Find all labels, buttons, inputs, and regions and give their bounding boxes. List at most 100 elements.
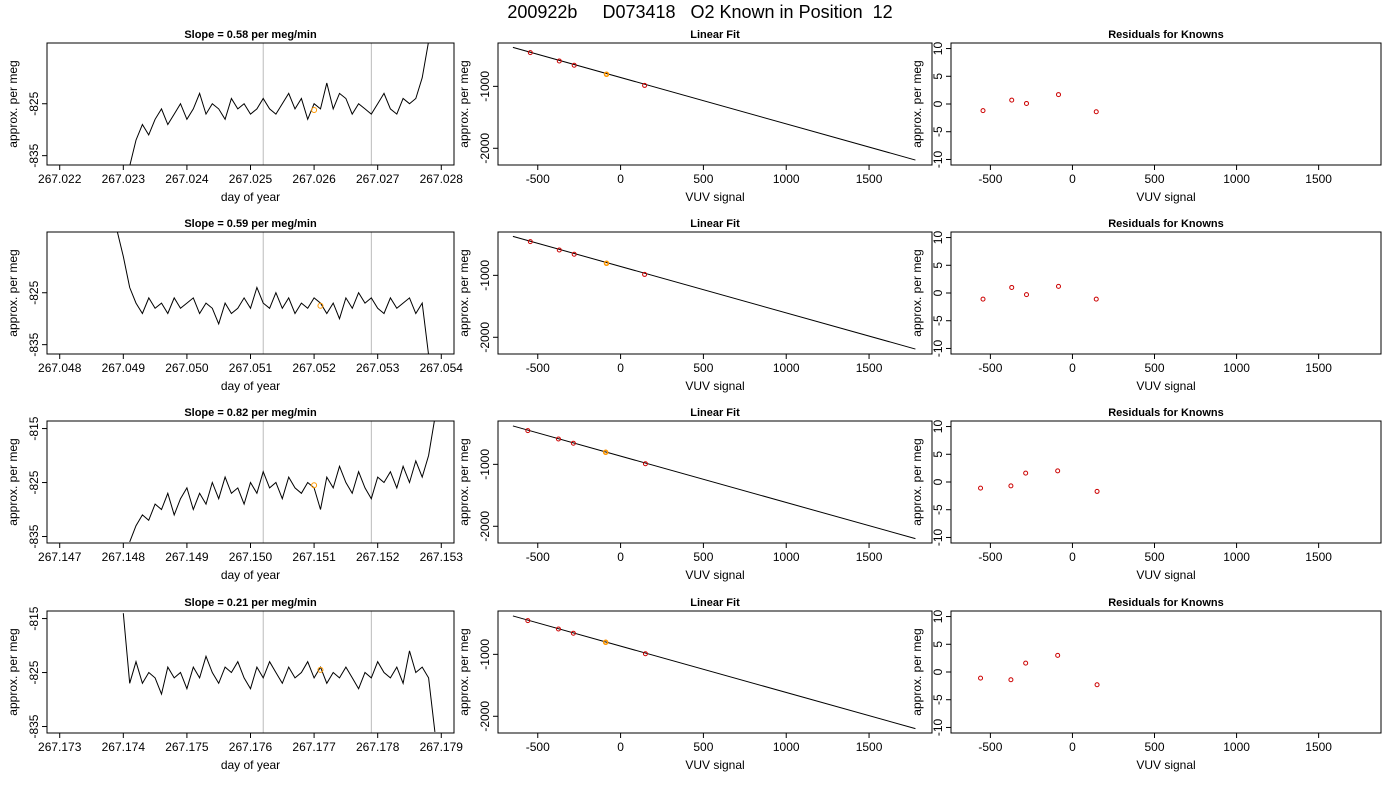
y-tick-label: -10 bbox=[931, 339, 945, 357]
plot-frame bbox=[950, 42, 1382, 166]
fit-line bbox=[512, 46, 916, 161]
y-tick-label: 5 bbox=[931, 262, 945, 269]
x-tick-label: 0 bbox=[617, 361, 624, 375]
residual-point bbox=[1056, 283, 1061, 289]
x-tick-label: 267.048 bbox=[38, 361, 82, 375]
x-tick-label: -500 bbox=[978, 172, 1002, 186]
y-tick-label: 5 bbox=[931, 641, 945, 648]
x-tick-label: 267.177 bbox=[292, 740, 336, 754]
x-tick-label: 500 bbox=[1144, 361, 1164, 375]
highlight-point bbox=[317, 302, 324, 309]
plot-frame bbox=[497, 231, 933, 355]
y-tick-label: -5 bbox=[931, 126, 945, 137]
plot-area bbox=[978, 652, 1100, 688]
known-point bbox=[570, 440, 576, 446]
x-tick-label: 267.025 bbox=[229, 172, 273, 186]
y-tick-label: -2000 bbox=[478, 701, 492, 732]
y-axis-label: approx. per meg bbox=[910, 60, 924, 147]
known-point bbox=[642, 651, 648, 657]
x-tick-label: 1000 bbox=[773, 550, 800, 564]
residual-point bbox=[1055, 652, 1061, 658]
x-tick-label: 267.024 bbox=[165, 172, 209, 186]
x-tick-label: 500 bbox=[1144, 172, 1164, 186]
x-tick-label: 500 bbox=[1144, 550, 1164, 564]
y-axis-label: approx. per meg bbox=[910, 438, 924, 525]
residual-point bbox=[1008, 483, 1014, 489]
x-tick-label: 1500 bbox=[856, 172, 883, 186]
signal-line bbox=[116, 232, 429, 354]
x-tick-label: 267.148 bbox=[102, 550, 146, 564]
y-tick-label: -835 bbox=[27, 714, 41, 738]
x-tick-label: 267.179 bbox=[420, 740, 464, 754]
plot-area bbox=[512, 425, 916, 540]
x-axis-label: VUV signal bbox=[1136, 190, 1195, 204]
y-tick-label: -835 bbox=[27, 524, 41, 548]
y-axis-label: approx. per meg bbox=[910, 628, 924, 715]
residual-point bbox=[1093, 109, 1099, 115]
plot-area bbox=[978, 468, 1100, 494]
x-tick-label: 1500 bbox=[1305, 172, 1332, 186]
known-point bbox=[556, 247, 562, 253]
plot-frame bbox=[46, 42, 455, 166]
panel-title: Residuals for Knowns bbox=[1108, 218, 1224, 230]
residual-point bbox=[1056, 92, 1061, 98]
y-tick-label: 0 bbox=[931, 100, 945, 107]
plot-frame bbox=[950, 420, 1382, 544]
panel-title: Linear Fit bbox=[690, 218, 740, 230]
highlight-point bbox=[311, 106, 318, 113]
y-tick-label: -835 bbox=[27, 143, 41, 167]
known-point bbox=[642, 461, 648, 467]
x-tick-label: 0 bbox=[1069, 550, 1076, 564]
x-tick-label: 267.022 bbox=[38, 172, 82, 186]
y-tick-label: 10 bbox=[931, 610, 945, 624]
x-axis-label: day of year bbox=[221, 379, 280, 393]
x-tick-label: -500 bbox=[978, 361, 1002, 375]
y-tick-label: -825 bbox=[27, 660, 41, 684]
residual-point bbox=[1093, 296, 1099, 302]
x-tick-label: 267.176 bbox=[229, 740, 273, 754]
y-axis-label: approx. per meg bbox=[457, 628, 471, 715]
known-point bbox=[642, 82, 648, 88]
panel-title: Residuals for Knowns bbox=[1108, 29, 1224, 41]
plot-frame bbox=[46, 420, 455, 544]
y-tick-label: -2000 bbox=[478, 511, 492, 542]
y-axis-label: approx. per meg bbox=[6, 438, 20, 525]
plot-frame bbox=[497, 610, 933, 734]
highlight-point bbox=[603, 260, 610, 267]
x-tick-label: -500 bbox=[978, 550, 1002, 564]
fit-line bbox=[512, 235, 916, 350]
y-tick-label: -5 bbox=[931, 694, 945, 705]
panel-4-2: Linear Fit VUV signal approx. per meg -500 0… bbox=[457, 597, 933, 772]
x-tick-label: 267.152 bbox=[356, 550, 400, 564]
x-tick-label: 500 bbox=[693, 740, 713, 754]
x-tick-label: 267.052 bbox=[292, 361, 336, 375]
plot-frame bbox=[497, 420, 933, 544]
y-axis-label: approx. per meg bbox=[910, 249, 924, 336]
x-tick-label: 267.051 bbox=[229, 361, 273, 375]
x-tick-label: 1500 bbox=[856, 550, 883, 564]
y-tick-label: -2000 bbox=[478, 322, 492, 353]
signal-line bbox=[129, 43, 429, 165]
y-axis-label: approx. per meg bbox=[457, 438, 471, 525]
x-tick-label: 500 bbox=[1144, 740, 1164, 754]
x-tick-label: 0 bbox=[617, 550, 624, 564]
y-tick-label: 5 bbox=[931, 73, 945, 80]
plot-area bbox=[980, 283, 1099, 302]
plot-area bbox=[116, 232, 429, 354]
x-tick-label: 1500 bbox=[1305, 361, 1332, 375]
y-tick-label: -10 bbox=[931, 150, 945, 168]
x-tick-label: 500 bbox=[693, 361, 713, 375]
x-axis-label: day of year bbox=[221, 758, 280, 772]
signal-line bbox=[122, 613, 436, 732]
plot-frame bbox=[950, 610, 1382, 734]
y-tick-label: 0 bbox=[931, 289, 945, 296]
x-tick-label: -500 bbox=[526, 361, 550, 375]
x-axis-label: day of year bbox=[221, 568, 280, 582]
panel-2-2: Linear Fit VUV signal approx. per meg -500 0… bbox=[457, 218, 933, 393]
y-tick-label: 10 bbox=[931, 231, 945, 245]
panel-3-2: Linear Fit VUV signal approx. per meg -500 0… bbox=[457, 407, 933, 582]
panel-1-3: Residuals for Knowns VUV signal approx. pe… bbox=[910, 29, 1382, 204]
x-tick-label: 1000 bbox=[1223, 740, 1250, 754]
x-tick-label: 1500 bbox=[1305, 740, 1332, 754]
y-tick-label: 0 bbox=[931, 668, 945, 675]
